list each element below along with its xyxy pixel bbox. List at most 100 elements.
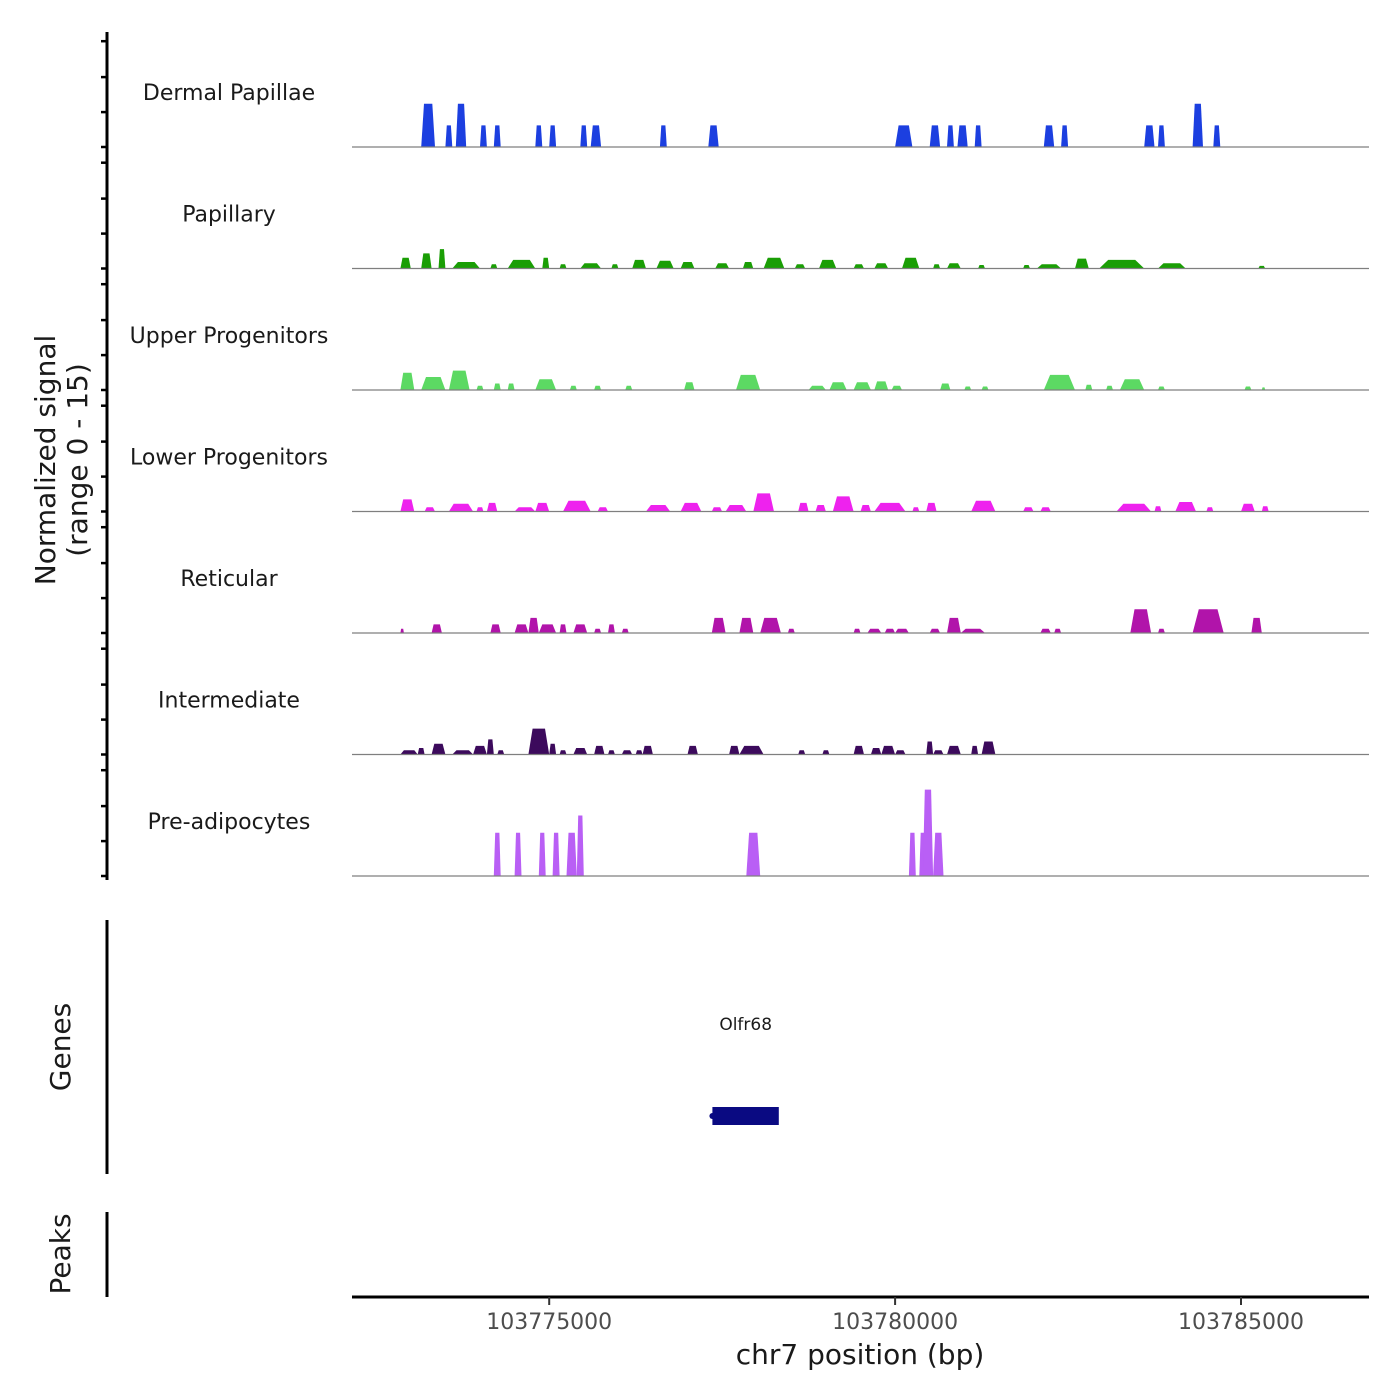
signal-peak: [576, 815, 584, 876]
track-dermal-papillae: Dermal Papillae: [143, 81, 1369, 148]
signal-peak: [981, 386, 989, 390]
signal-peak: [1192, 103, 1203, 147]
signal-peak: [552, 832, 560, 876]
signal-peak: [947, 125, 954, 147]
signal-peak: [687, 745, 698, 755]
signal-peak: [1158, 628, 1165, 633]
genes-title-group: Genes: [44, 1003, 77, 1091]
coverage-y-ticks: [101, 39, 107, 878]
signal-peak: [1099, 259, 1145, 269]
signal-peak: [594, 385, 602, 390]
signal-peak: [646, 505, 671, 512]
signal-peak: [971, 745, 979, 755]
signal-peak: [632, 259, 646, 269]
signal-peak: [400, 499, 415, 512]
signal-peak: [1043, 374, 1075, 390]
x-tick-label: 103780000: [832, 1310, 958, 1335]
signal-peak: [947, 263, 961, 269]
signal-peak: [549, 743, 557, 755]
signal-peak: [902, 257, 920, 269]
signal-peak: [940, 383, 951, 390]
signal-peak: [580, 263, 602, 269]
signal-peak: [608, 624, 615, 633]
signal-peak: [563, 500, 591, 512]
signal-peak: [1158, 125, 1165, 147]
signal-peak: [507, 259, 536, 269]
signal-peak: [742, 262, 754, 269]
signal-peak: [1130, 609, 1152, 633]
signal-peak: [874, 502, 906, 512]
signal-peak: [507, 383, 515, 390]
signal-peak: [725, 505, 747, 512]
signal-peak: [964, 386, 972, 390]
gene-label: Olfr68: [719, 1015, 772, 1035]
signal-peak: [580, 125, 588, 147]
genes-track-title: Genes: [44, 1003, 77, 1091]
signal-peak: [594, 628, 602, 633]
signal-peak: [829, 382, 847, 390]
signal-peak: [621, 628, 629, 633]
signal-peak: [594, 745, 605, 755]
signal-peak: [1241, 503, 1255, 512]
signal-peak: [922, 789, 934, 876]
gene-body: [712, 1107, 779, 1125]
signal-peak: [656, 260, 674, 269]
signal-peak: [947, 617, 961, 633]
signal-peak: [514, 832, 522, 876]
x-axis-ticks: 103775000 103780000 103785000: [486, 1297, 1304, 1335]
signal-peak: [736, 374, 761, 390]
signal-peak: [535, 125, 543, 147]
signal-peak: [819, 259, 837, 269]
signal-peak: [787, 628, 795, 633]
signal-peak: [971, 500, 996, 512]
signal-peak: [874, 263, 889, 269]
signal-peak: [480, 125, 487, 147]
signal-peak: [760, 617, 781, 633]
signal-peak: [860, 505, 871, 512]
signal-peak: [559, 624, 567, 633]
signal-peak: [798, 502, 809, 512]
signal-peak: [486, 502, 498, 512]
signal-peak: [853, 264, 864, 269]
peaks-title-group: Peaks: [44, 1213, 77, 1294]
y-axis-title: Normalized signal (range 0 - 15): [29, 335, 94, 586]
signal-peak: [1158, 386, 1165, 390]
track-label: Upper Progenitors: [130, 324, 329, 349]
signal-peak: [421, 253, 432, 269]
signal-peak: [1251, 617, 1262, 633]
signal-peak: [642, 745, 653, 755]
genes-track: Olfr68: [709, 1015, 779, 1125]
track-label: Reticular: [180, 567, 278, 592]
signal-peak: [559, 264, 567, 269]
coverage-tracks: Dermal Papillae Papillary Upper Progenitor…: [130, 81, 1369, 877]
signal-peak: [493, 383, 501, 390]
signal-peak: [978, 265, 985, 269]
signal-peak: [960, 628, 985, 633]
signal-peak: [1213, 125, 1221, 147]
signal-peak: [490, 264, 498, 269]
signal-peak: [635, 750, 643, 755]
signal-peak: [1036, 264, 1062, 269]
signal-peak: [798, 750, 806, 755]
track-label: Dermal Papillae: [143, 81, 315, 106]
signal-peak: [715, 263, 730, 269]
signal-peak: [400, 628, 404, 633]
signal-peak: [542, 257, 550, 269]
signal-peak: [933, 750, 944, 755]
signal-peak: [870, 748, 882, 755]
signal-peak: [659, 125, 667, 147]
signal-peak: [933, 832, 944, 876]
signal-peak: [874, 381, 889, 390]
signal-peak: [625, 385, 633, 390]
signal-peak: [1085, 384, 1093, 390]
signal-peak: [1154, 506, 1162, 512]
signal-peak: [528, 728, 550, 755]
track-lower-progenitors: Lower Progenitors: [130, 446, 1369, 513]
signal-peak: [832, 496, 854, 512]
signal-peak: [1261, 506, 1269, 512]
signal-peak: [853, 382, 871, 390]
track-label: Papillary: [182, 203, 276, 228]
signal-peak: [1206, 507, 1214, 512]
signal-peak: [400, 750, 418, 755]
